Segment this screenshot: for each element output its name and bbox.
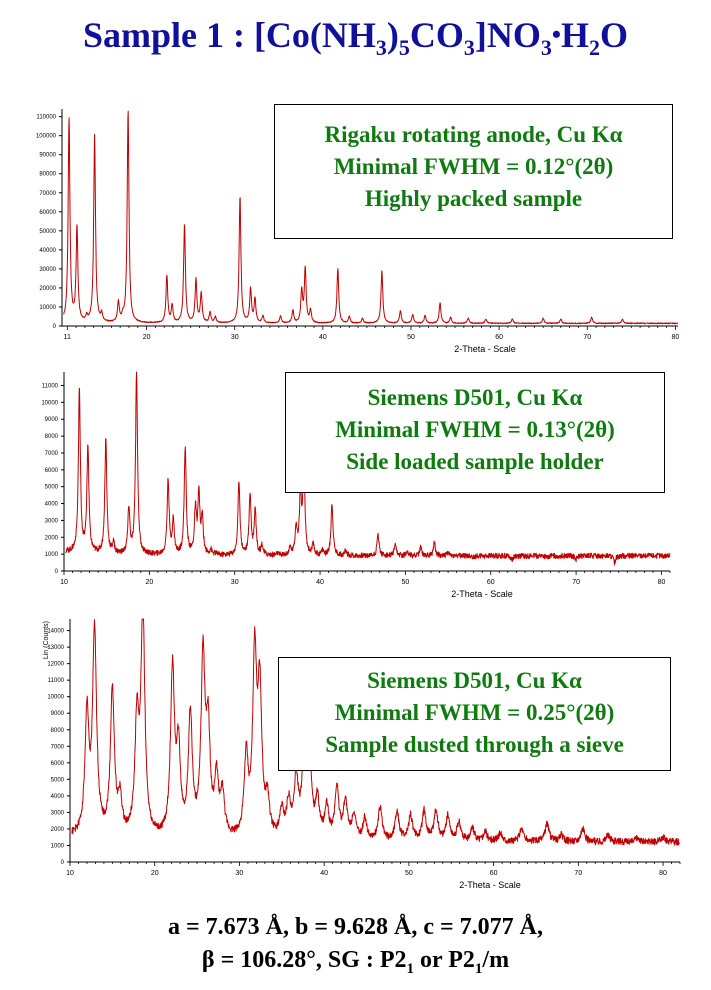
diffraction-profile xyxy=(63,110,678,325)
x-tick-label: 70 xyxy=(574,870,582,877)
y-tick-label: 0 xyxy=(55,569,59,575)
y-tick-label: 5000 xyxy=(45,485,59,491)
x-tick-label: 60 xyxy=(495,334,503,341)
x-tick-label: 20 xyxy=(151,870,159,877)
annotation-line: Minimal FWHM = 0.12°(2θ) xyxy=(333,154,614,179)
y-tick-label: 6000 xyxy=(45,468,59,474)
y-tick-label: 8000 xyxy=(45,434,59,440)
annotation-line: Sample dusted through a sieve xyxy=(325,732,624,757)
annotation-line: Highly packed sample xyxy=(364,186,583,211)
y-tick-label: 0 xyxy=(53,324,57,330)
annotation-box-siemens-side-loaded: Siemens D501, Cu Kα Minimal FWHM = 0.13°… xyxy=(285,372,665,493)
y-tick-label: 80000 xyxy=(39,172,56,178)
x-axis-label: 2-Theta - Scale xyxy=(451,589,513,599)
y-tick-label: 10000 xyxy=(47,695,64,701)
annotation-line: Siemens D501, Cu Kα xyxy=(367,668,582,693)
chart-siemens-dusted: 0 1000 2000 3000 4000 5000 6000 7000 8000 9000 100… xyxy=(43,618,681,890)
y-tick-label: 9000 xyxy=(51,711,65,717)
x-tick-label: 40 xyxy=(320,870,328,877)
x-tick-label: 70 xyxy=(583,334,591,341)
annotation-box-rigaku: Rigaku rotating anode, Cu Kα Minimal FWH… xyxy=(274,104,673,239)
x-tick-label: 50 xyxy=(402,579,410,586)
x-tick-label: 80 xyxy=(659,870,667,877)
annotation-line: Side loaded sample holder xyxy=(346,449,604,474)
chart-rigaku: 0 10000 20000 30000 40000 50000 60000 70000 8000… xyxy=(36,109,679,354)
y-tick-label: 10000 xyxy=(41,400,58,406)
x-tick-label: 50 xyxy=(405,870,413,877)
y-tick-label: 12000 xyxy=(47,662,64,668)
y-tick-label: 0 xyxy=(61,860,65,866)
x-tick-label: 11 xyxy=(64,334,71,341)
x-tick-label: 80 xyxy=(671,334,679,341)
y-tick-label: 60000 xyxy=(39,210,56,216)
y-tick-label: 11000 xyxy=(48,678,65,684)
x-tick-label: 30 xyxy=(236,870,244,877)
diffraction-profile xyxy=(65,371,671,566)
y-tick-label: 5000 xyxy=(51,777,65,783)
y-tick-label: 3000 xyxy=(45,518,59,524)
annotation-line: Siemens D501, Cu Kα xyxy=(367,385,583,410)
x-tick-label: 60 xyxy=(487,579,495,586)
x-tick-label: 50 xyxy=(407,334,415,341)
y-tick-label: 3000 xyxy=(51,810,65,816)
y-tick-label: 1000 xyxy=(45,552,59,558)
cell-parameters-line-2: β = 106.28°, SG : P21 or P21/m xyxy=(201,947,510,977)
y-tick-label: 2000 xyxy=(45,535,59,541)
y-tick-label: 70000 xyxy=(39,191,56,197)
x-tick-label: 20 xyxy=(145,579,153,586)
x-tick-label: 70 xyxy=(572,579,580,586)
y-tick-label: 9000 xyxy=(45,417,59,423)
cell-parameters-line-1: a = 7.673 Å, b = 9.628 Å, c = 7.077 Å, xyxy=(167,914,544,940)
y-tick-label: 4000 xyxy=(51,794,65,800)
annotation-box-siemens-dusted: Siemens D501, Cu Kα Minimal FWHM = 0.25°… xyxy=(278,657,671,771)
x-tick-label: 10 xyxy=(60,579,68,586)
chart-siemens-side-loaded: 0 1000 2000 3000 4000 5000 6000 7000 8000 9000 100… xyxy=(41,371,671,599)
x-tick-label: 20 xyxy=(143,334,151,341)
x-tick-label: 30 xyxy=(231,334,239,341)
y-tick-label: 110000 xyxy=(36,115,56,121)
x-tick-label: 30 xyxy=(231,579,239,586)
x-tick-label: 40 xyxy=(319,334,327,341)
annotation-line: Rigaku rotating anode, Cu Kα xyxy=(324,122,623,147)
y-tick-label: 100000 xyxy=(36,134,57,140)
x-tick-label: 80 xyxy=(658,579,666,586)
x-tick-label: 60 xyxy=(490,870,498,877)
x-axis-label: 2-Theta - Scale xyxy=(454,344,516,354)
y-tick-label: 4000 xyxy=(45,502,59,508)
y-tick-label: 6000 xyxy=(51,761,65,767)
y-tick-label: 50000 xyxy=(39,229,56,235)
y-tick-label: 2000 xyxy=(51,827,65,833)
y-tick-label: 14000 xyxy=(47,629,64,635)
y-tick-label: 8000 xyxy=(51,728,65,734)
annotation-line: Minimal FWHM = 0.13°(2θ) xyxy=(335,417,615,442)
y-tick-label: 10000 xyxy=(39,305,56,311)
x-axis-label: 2-Theta - Scale xyxy=(459,880,521,890)
annotation-line: Minimal FWHM = 0.25°(2θ) xyxy=(334,700,615,725)
y-tick-label: 90000 xyxy=(39,153,56,159)
y-tick-label: 11000 xyxy=(42,383,59,389)
y-tick-label: 7000 xyxy=(51,744,65,750)
page-title: Sample 1 : [Co(NH3)5CO3]NO3•H2O xyxy=(82,15,629,61)
x-tick-label: 10 xyxy=(66,870,74,877)
y-tick-label: 20000 xyxy=(39,286,56,292)
y-tick-label: 1000 xyxy=(51,843,65,849)
y-tick-label: 30000 xyxy=(39,267,56,273)
diffraction-profile xyxy=(71,618,681,846)
x-tick-label: 40 xyxy=(316,579,324,586)
y-tick-label: 40000 xyxy=(39,248,56,254)
y-tick-label: 13000 xyxy=(47,645,64,651)
y-axis-label: Lin (Counts) xyxy=(43,621,50,659)
y-tick-label: 7000 xyxy=(45,451,59,457)
